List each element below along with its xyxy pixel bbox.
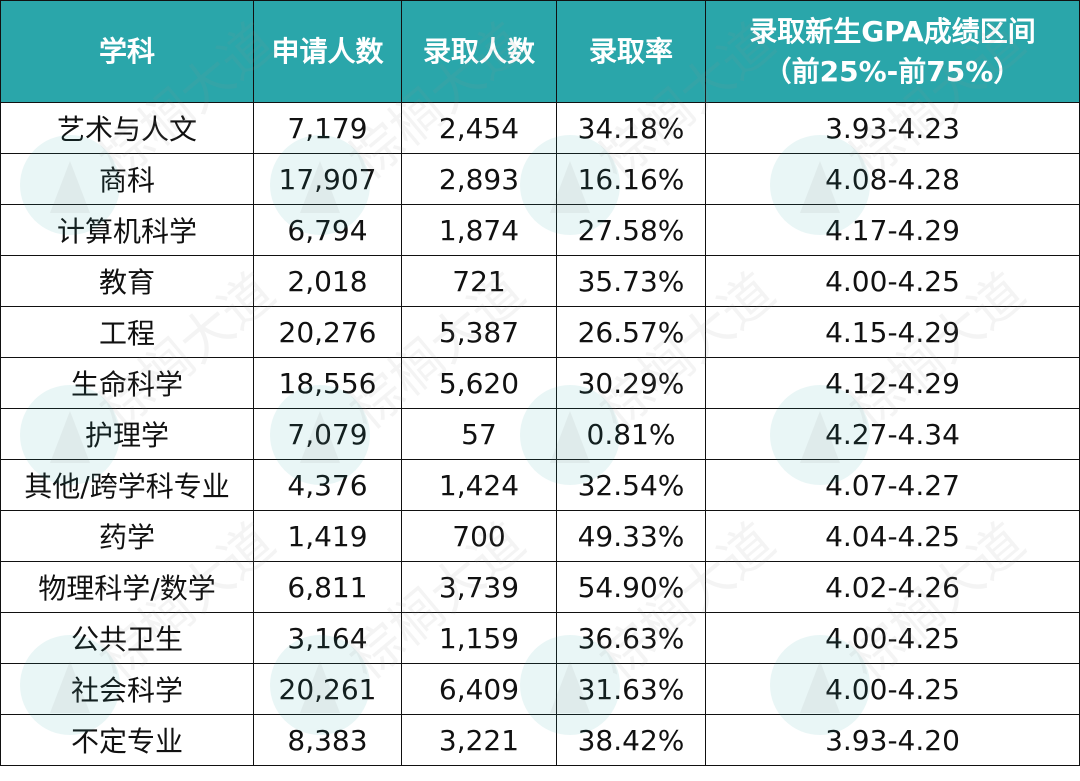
cell-subject: 物理科学/数学 xyxy=(0,561,254,613)
cell-gpa: 4.02-4.26 xyxy=(705,561,1080,613)
cell-gpa: 4.00-4.25 xyxy=(705,612,1080,664)
cell-gpa: 4.17-4.29 xyxy=(705,204,1080,256)
cell-admitted: 2,893 xyxy=(401,153,557,205)
cell-admitted: 700 xyxy=(401,510,557,562)
cell-gpa: 4.08-4.28 xyxy=(705,153,1080,205)
cell-rate: 36.63% xyxy=(556,612,706,664)
cell-applicants: 20,261 xyxy=(253,663,402,715)
cell-gpa: 4.27-4.34 xyxy=(705,408,1080,460)
cell-applicants: 3,164 xyxy=(253,612,402,664)
table-row: 商科 17,907 2,893 16.16% 4.08-4.28 xyxy=(0,153,1080,205)
cell-applicants: 6,794 xyxy=(253,204,402,256)
table-row: 药学 1,419 700 49.33% 4.04-4.25 xyxy=(0,510,1080,562)
cell-subject: 公共卫生 xyxy=(0,612,254,664)
table-row: 生命科学 18,556 5,620 30.29% 4.12-4.29 xyxy=(0,357,1080,409)
cell-admitted: 721 xyxy=(401,255,557,307)
cell-gpa: 4.00-4.25 xyxy=(705,663,1080,715)
cell-admitted: 1,424 xyxy=(401,459,557,511)
cell-rate: 34.18% xyxy=(556,102,706,154)
cell-subject: 艺术与人文 xyxy=(0,102,254,154)
cell-applicants: 20,276 xyxy=(253,306,402,358)
table-row: 公共卫生 3,164 1,159 36.63% 4.00-4.25 xyxy=(0,612,1080,664)
cell-applicants: 4,376 xyxy=(253,459,402,511)
cell-applicants: 8,383 xyxy=(253,714,402,766)
table-row: 艺术与人文 7,179 2,454 34.18% 3.93-4.23 xyxy=(0,102,1080,154)
cell-admitted: 1,159 xyxy=(401,612,557,664)
cell-applicants: 6,811 xyxy=(253,561,402,613)
cell-applicants: 7,079 xyxy=(253,408,402,460)
header-gpa-line2: （前25%-前75%） xyxy=(763,54,1022,88)
table-row: 社会科学 20,261 6,409 31.63% 4.00-4.25 xyxy=(0,663,1080,715)
table-row: 其他/跨学科专业 4,376 1,424 32.54% 4.07-4.27 xyxy=(0,459,1080,511)
cell-rate: 27.58% xyxy=(556,204,706,256)
cell-applicants: 7,179 xyxy=(253,102,402,154)
cell-admitted: 5,620 xyxy=(401,357,557,409)
header-admitted: 录取人数 xyxy=(401,0,557,103)
cell-rate: 35.73% xyxy=(556,255,706,307)
cell-rate: 32.54% xyxy=(556,459,706,511)
cell-rate: 31.63% xyxy=(556,663,706,715)
cell-admitted: 3,739 xyxy=(401,561,557,613)
table-row: 工程 20,276 5,387 26.57% 4.15-4.29 xyxy=(0,306,1080,358)
cell-admitted: 3,221 xyxy=(401,714,557,766)
cell-gpa: 4.07-4.27 xyxy=(705,459,1080,511)
table-row: 护理学 7,079 57 0.81% 4.27-4.34 xyxy=(0,408,1080,460)
cell-gpa: 3.93-4.23 xyxy=(705,102,1080,154)
cell-rate: 0.81% xyxy=(556,408,706,460)
cell-subject: 药学 xyxy=(0,510,254,562)
cell-subject: 工程 xyxy=(0,306,254,358)
cell-rate: 30.29% xyxy=(556,357,706,409)
header-rate: 录取率 xyxy=(556,0,706,103)
cell-gpa: 4.04-4.25 xyxy=(705,510,1080,562)
cell-rate: 49.33% xyxy=(556,510,706,562)
cell-applicants: 17,907 xyxy=(253,153,402,205)
table-row: 不定专业 8,383 3,221 38.42% 3.93-4.20 xyxy=(0,714,1080,766)
cell-gpa: 4.15-4.29 xyxy=(705,306,1080,358)
cell-rate: 54.90% xyxy=(556,561,706,613)
cell-gpa: 4.00-4.25 xyxy=(705,255,1080,307)
cell-subject: 其他/跨学科专业 xyxy=(0,459,254,511)
cell-subject: 生命科学 xyxy=(0,357,254,409)
cell-rate: 38.42% xyxy=(556,714,706,766)
cell-subject: 不定专业 xyxy=(0,714,254,766)
cell-admitted: 6,409 xyxy=(401,663,557,715)
cell-subject: 护理学 xyxy=(0,408,254,460)
cell-admitted: 5,387 xyxy=(401,306,557,358)
cell-rate: 16.16% xyxy=(556,153,706,205)
header-applicants: 申请人数 xyxy=(253,0,402,103)
header-row: 学科 申请人数 录取人数 录取率 录取新生GPA成绩区间 （前25%-前75%） xyxy=(0,0,1080,103)
table-row: 教育 2,018 721 35.73% 4.00-4.25 xyxy=(0,255,1080,307)
header-subject: 学科 xyxy=(0,0,254,103)
cell-rate: 26.57% xyxy=(556,306,706,358)
cell-applicants: 18,556 xyxy=(253,357,402,409)
cell-subject: 商科 xyxy=(0,153,254,205)
cell-subject: 教育 xyxy=(0,255,254,307)
cell-applicants: 2,018 xyxy=(253,255,402,307)
header-gpa-line1: 录取新生GPA成绩区间 xyxy=(749,14,1036,48)
cell-subject: 计算机科学 xyxy=(0,204,254,256)
table-row: 物理科学/数学 6,811 3,739 54.90% 4.02-4.26 xyxy=(0,561,1080,613)
cell-subject: 社会科学 xyxy=(0,663,254,715)
header-gpa-range: 录取新生GPA成绩区间 （前25%-前75%） xyxy=(705,0,1080,103)
table-row: 计算机科学 6,794 1,874 27.58% 4.17-4.29 xyxy=(0,204,1080,256)
cell-gpa: 4.12-4.29 xyxy=(705,357,1080,409)
cell-admitted: 1,874 xyxy=(401,204,557,256)
cell-applicants: 1,419 xyxy=(253,510,402,562)
cell-admitted: 57 xyxy=(401,408,557,460)
cell-admitted: 2,454 xyxy=(401,102,557,154)
cell-gpa: 3.93-4.20 xyxy=(705,714,1080,766)
